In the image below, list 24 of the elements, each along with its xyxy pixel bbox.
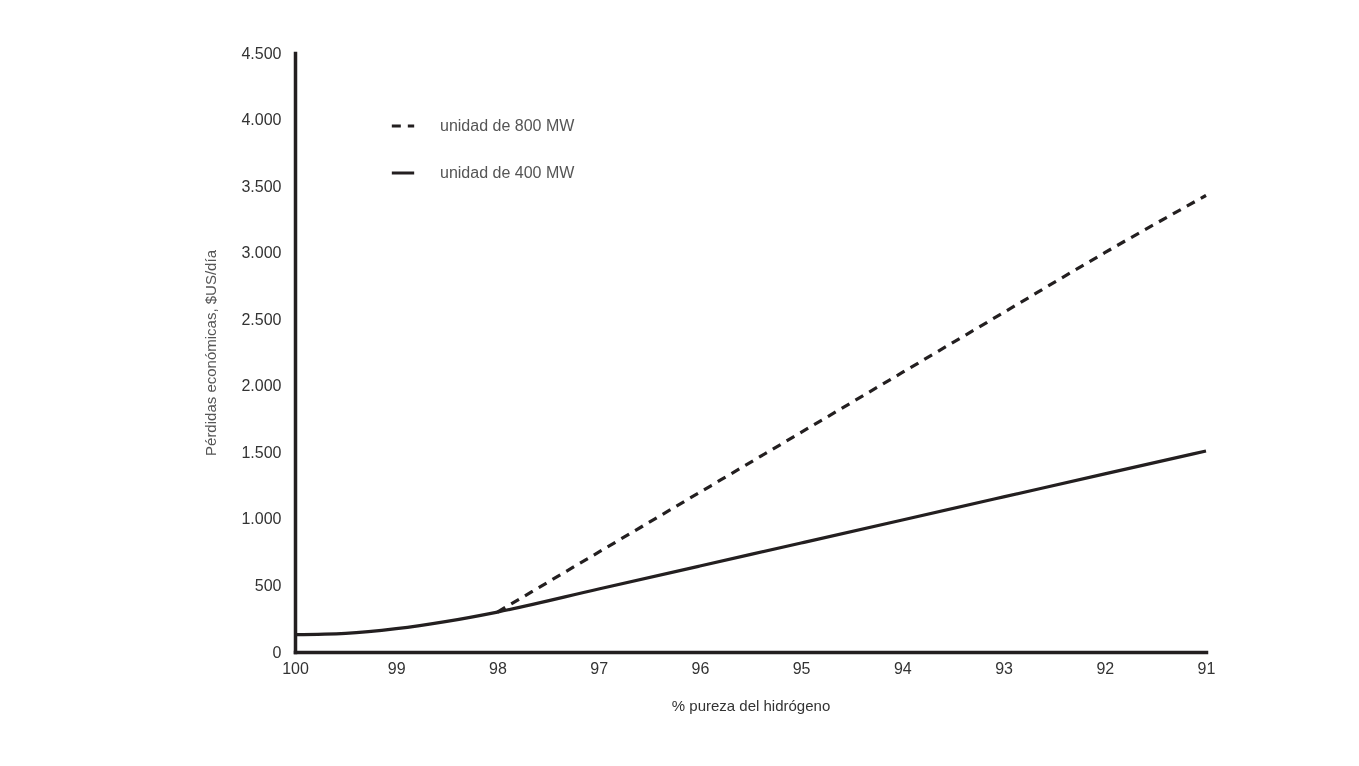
y-tick-label: 1.000: [241, 510, 282, 528]
y-tick-label: 2.000: [241, 377, 282, 395]
legend-label: unidad de 400 MW: [440, 164, 576, 181]
x-tick-label: 94: [893, 659, 912, 677]
x-tick-label: 98: [489, 659, 507, 677]
y-tick-label: 4.500: [241, 44, 282, 62]
x-tick-label: 91: [1197, 659, 1216, 677]
x-tick-label: 97: [590, 659, 609, 677]
x-tick-label: 96: [691, 659, 710, 677]
x-tick-label: 100: [282, 659, 309, 677]
x-axis-title: % pureza del hidrógeno: [671, 696, 831, 714]
y-tick-label: 3.500: [241, 177, 282, 195]
y-tick-label: 1.500: [241, 443, 282, 461]
x-tick-label: 93: [995, 659, 1014, 677]
y-tick-label: 4.000: [241, 111, 282, 129]
x-tick-label: 92: [1096, 659, 1115, 677]
y-tick-label: 0: [272, 643, 282, 661]
x-tick-label: 99: [387, 659, 406, 677]
x-tick-label: 95: [792, 659, 811, 677]
y-axis-title: Pérdidas económicas, $US/día: [202, 249, 220, 456]
y-tick-label: 3.000: [241, 244, 282, 262]
y-tick-label: 2.500: [241, 310, 282, 328]
y-tick-label: 500: [254, 576, 282, 594]
legend-label: unidad de 800 MW: [440, 117, 576, 134]
